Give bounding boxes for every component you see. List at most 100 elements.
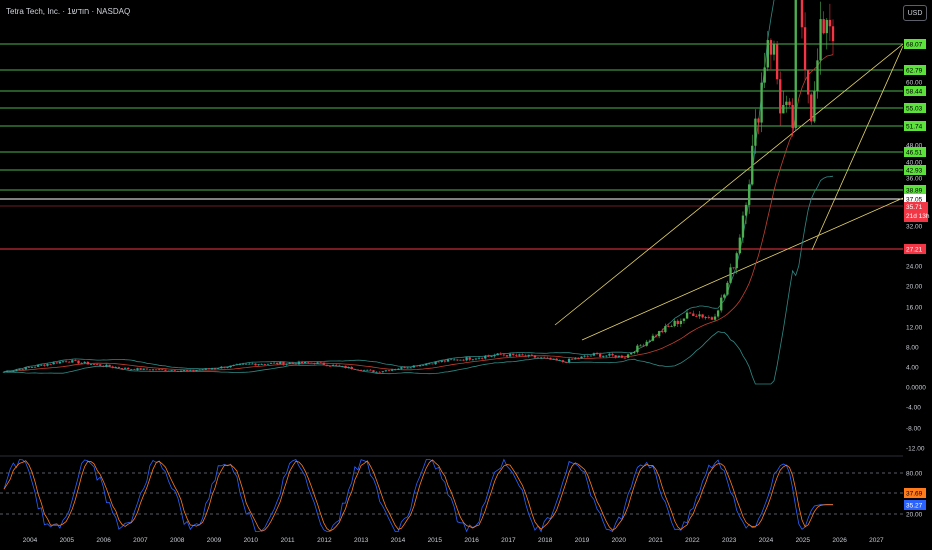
stoch-d-line	[3, 459, 833, 532]
price-axis-tick: 36.00	[906, 176, 923, 183]
channel-lower-line[interactable]	[581, 197, 904, 341]
time-axis-tick: 2024	[759, 537, 774, 544]
candle-body	[36, 365, 40, 367]
candle-body	[120, 368, 124, 369]
candle-body	[421, 365, 425, 366]
price-tag-label: 58.44	[906, 89, 923, 96]
candle-body	[505, 355, 509, 357]
candle-body	[186, 370, 189, 372]
candle-body	[294, 363, 298, 365]
candle-body	[418, 365, 422, 367]
candle-body	[192, 369, 195, 371]
candle-body	[282, 362, 285, 365]
candle-body	[77, 360, 80, 364]
candle-body	[583, 355, 586, 357]
candle-body	[720, 297, 723, 311]
candle-body	[692, 313, 695, 316]
candle-body	[434, 361, 437, 365]
candle-body	[27, 367, 31, 368]
candle-body	[276, 362, 279, 365]
candle-body	[285, 363, 288, 365]
candle-body	[328, 365, 332, 367]
candle-body	[260, 364, 263, 365]
candle-body	[490, 356, 493, 358]
candle-body	[366, 369, 369, 371]
stoch-d-label: 37.69	[906, 491, 923, 498]
trend-channel	[554, 43, 904, 341]
candle-body	[232, 364, 235, 366]
candle-body	[465, 357, 468, 361]
time-axis-tick: 2018	[538, 537, 553, 544]
price-tag-green	[904, 121, 926, 131]
candle-body	[757, 118, 760, 123]
candle-body	[362, 369, 366, 371]
price-axis-tick: -4.00	[906, 405, 921, 412]
candle-body	[148, 369, 152, 371]
candle-body	[89, 364, 93, 365]
candle-body	[741, 215, 745, 238]
candle-body	[130, 369, 133, 370]
currency-button[interactable]: USD	[903, 5, 927, 21]
candle-body	[484, 356, 487, 359]
candle-body	[602, 355, 605, 357]
candle-body	[235, 364, 239, 366]
time-axis: 2004 2005 2006 2007 2008 2009 2010 2011 2012 2013…	[23, 537, 884, 544]
candle-body	[673, 320, 676, 326]
candle-body	[806, 70, 810, 95]
stoch-axis-tick: 20.00	[906, 512, 923, 519]
candle-body	[300, 361, 304, 364]
candle-body	[800, 0, 804, 28]
channel-steep-line[interactable]	[811, 45, 904, 251]
price-axis: 60.00 48.00 40.00 36.00 32.00 24.00 20.00 16.00…	[906, 80, 926, 453]
candle-body	[726, 282, 729, 295]
candle-body	[21, 369, 24, 370]
candle-body	[732, 267, 735, 269]
candle-body	[595, 353, 599, 355]
candle-body	[213, 368, 217, 370]
candle-body	[111, 366, 114, 368]
candle-body	[61, 361, 65, 363]
candle-body	[474, 358, 478, 360]
candle-body	[210, 368, 214, 370]
candle-body	[356, 369, 360, 371]
candle-body	[446, 359, 450, 362]
time-axis-tick: 2007	[133, 537, 148, 544]
candle-body	[471, 359, 475, 361]
price-tag-green	[904, 65, 926, 75]
price-tag-label: 37.05	[906, 197, 923, 204]
candle-body	[154, 369, 158, 371]
price-axis-tick: 24.00	[906, 264, 923, 271]
candle-body	[530, 354, 534, 356]
candle-body	[269, 362, 273, 364]
candle-body	[477, 357, 481, 359]
candle-body	[760, 82, 763, 123]
candle-body	[350, 366, 353, 369]
channel-upper-line[interactable]	[554, 43, 904, 326]
candle-body	[496, 353, 499, 356]
candle-body	[400, 367, 403, 369]
candle-body	[785, 101, 788, 105]
candle-body	[645, 341, 648, 346]
candle-body	[543, 357, 546, 359]
candle-body	[307, 361, 310, 363]
price-tags: 68.07 62.79 58.44 55.03 51.74 46.51 42.93 38.89…	[904, 39, 930, 254]
time-axis-tick: 2008	[170, 537, 185, 544]
candle-body	[338, 365, 341, 367]
time-axis-tick: 2021	[648, 537, 663, 544]
candle-body	[254, 363, 257, 366]
candle-body	[279, 362, 282, 365]
candle-body	[71, 360, 74, 363]
candle-body	[375, 371, 378, 373]
candle-body	[763, 67, 766, 83]
candle-body	[664, 326, 667, 333]
candle-body	[685, 312, 689, 319]
candle-body	[536, 357, 540, 359]
candle-body	[412, 365, 416, 368]
candle-body	[754, 118, 757, 146]
candle-body	[108, 364, 111, 367]
candle-body	[95, 364, 99, 366]
price-tag-green	[904, 103, 926, 113]
candle-body	[68, 361, 71, 363]
price-tag-white	[904, 194, 926, 204]
